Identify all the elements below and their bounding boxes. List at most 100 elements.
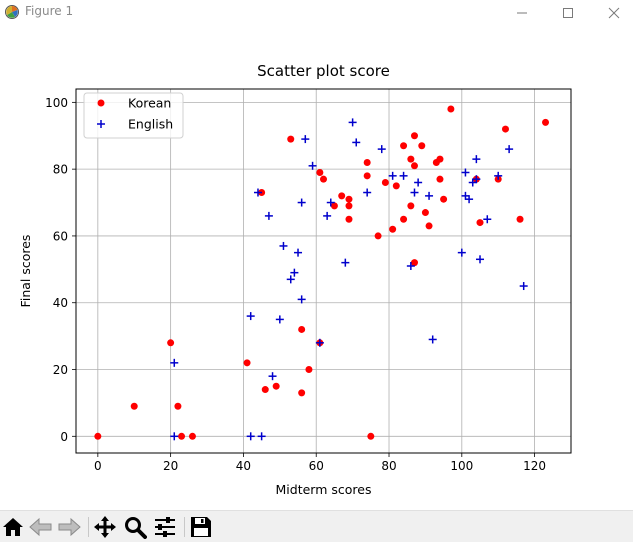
korean-point [516,215,524,223]
english-point [308,161,317,170]
matplotlib-icon [4,4,20,20]
korean-point [410,162,418,170]
english-point [279,241,288,250]
axis-ticks: 0 20 40 60 80 100 120 0 20 40 60 80 100 [45,96,546,473]
english-point [363,188,372,197]
legend-english-label: English [128,117,173,132]
korean-point [188,432,196,440]
english-point [170,432,179,441]
forward-arrow-icon [58,517,81,537]
y-tick-label: 20 [53,363,68,377]
english-point [341,258,350,267]
english-point [264,211,273,220]
x-tick-label: 60 [309,459,324,473]
axes-frame [75,88,572,454]
home-button[interactable] [0,515,26,539]
korean-point [407,202,415,210]
english-point [275,315,284,324]
grid-lines [76,89,571,453]
english-point [257,432,266,441]
back-arrow-icon [29,517,52,537]
english-point [476,255,485,264]
chart-title: Scatter plot score [257,62,390,80]
window-title: Figure 1 [25,4,74,18]
korean-point [447,105,455,113]
minimize-button[interactable] [499,0,545,25]
english-point [377,145,386,154]
korean-point [298,325,306,333]
english-point [425,191,434,200]
english-point [352,138,361,147]
title-bar[interactable]: Figure 1 [0,0,633,25]
korean-point [345,202,353,210]
save-button[interactable] [188,515,214,539]
zoom-icon [125,517,147,539]
english-point [388,171,397,180]
korean-point [243,359,251,367]
english-point [246,432,255,441]
zoom-button[interactable] [122,515,148,539]
korean-point [374,232,382,240]
korean-point [130,402,138,410]
navigation-toolbar [0,510,633,542]
english-point [246,312,255,321]
english-point [465,195,474,204]
english-point [472,175,481,184]
legend-english-marker [97,120,105,128]
toolbar-separator [88,517,89,537]
english-point [297,198,306,207]
y-tick-label: 40 [53,296,68,310]
korean-point [400,215,408,223]
english-point [286,275,295,284]
korean-point [440,195,448,203]
maximize-button[interactable] [545,0,591,25]
korean-point [476,219,484,227]
x-tick-label: 20 [163,459,178,473]
english-point [472,155,481,164]
english-point [290,268,299,277]
configure-subplots-button[interactable] [152,515,178,539]
korean-point [363,158,371,166]
legend-box [83,92,184,139]
english-point [410,188,419,197]
korean-point [410,259,418,267]
english-point [414,178,423,187]
minimize-icon [517,12,527,13]
korean-point [407,155,415,163]
korean-point [367,432,375,440]
korean-point [272,382,280,390]
english-point [505,145,514,154]
forward-button[interactable] [56,515,82,539]
english-point [461,168,470,177]
korean-point [363,172,371,180]
english-point [494,171,503,180]
korean-point [330,202,338,210]
figure-canvas[interactable]: 0 20 40 60 80 100 120 0 20 40 60 80 100 Scatter plot… [0,25,633,510]
korean-point [345,215,353,223]
x-axis-label: Midterm scores [276,482,372,497]
pan-button[interactable] [92,515,118,539]
korean-point [400,142,408,150]
korean-point [345,195,353,203]
english-point [253,188,262,197]
english-point [326,198,335,207]
back-button[interactable] [28,515,54,539]
korean-point [436,175,444,183]
korean-point [338,192,346,200]
korean-point [389,225,397,233]
legend: Korean English [83,92,184,139]
maximize-icon [563,7,573,18]
english-point [399,171,408,180]
scatter-chart: 0 20 40 60 80 100 120 0 20 40 60 80 100 Scatter plot… [18,62,572,497]
close-button[interactable] [591,0,633,25]
english-point [323,211,332,220]
home-icon [3,518,23,536]
english-point [268,372,277,381]
korean-point [425,222,433,230]
x-tick-label: 0 [94,459,102,473]
korean-series [94,105,550,440]
korean-point [392,182,400,190]
x-tick-label: 80 [381,459,396,473]
english-point [457,248,466,257]
korean-point [94,432,102,440]
